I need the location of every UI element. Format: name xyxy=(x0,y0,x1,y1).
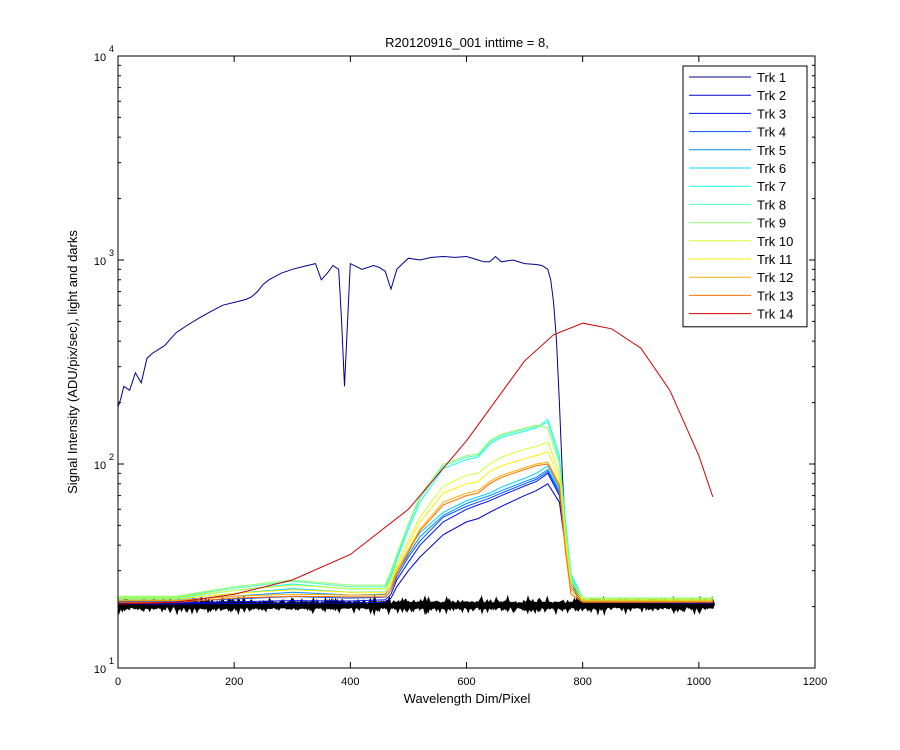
series-line-11 xyxy=(118,450,713,601)
legend-label: Trk 12 xyxy=(757,270,793,285)
legend-label: Trk 11 xyxy=(757,252,792,267)
legend-label: Trk 1 xyxy=(757,70,786,85)
legend-label: Trk 2 xyxy=(757,88,786,103)
y-tick-label-exponent: 2 xyxy=(109,452,114,462)
plot-area xyxy=(118,255,716,617)
y-axis-label: Signal Intensity (ADU/pix/sec), light an… xyxy=(65,230,80,494)
x-tick-label: 1200 xyxy=(803,676,827,688)
y-tick-label-base: 10 xyxy=(94,460,106,472)
legend-label: Trk 10 xyxy=(757,234,793,249)
x-tick-label: 200 xyxy=(225,676,243,688)
x-tick-label: 400 xyxy=(341,676,359,688)
legend-label: Trk 13 xyxy=(757,288,793,303)
darks-band xyxy=(118,594,716,617)
y-tick-label-base: 10 xyxy=(94,52,106,64)
x-axis-label: Wavelength Dim/Pixel xyxy=(404,691,531,706)
x-tick-label: 600 xyxy=(457,676,475,688)
series-line-9 xyxy=(118,424,713,599)
legend-label: Trk 7 xyxy=(757,179,786,194)
legend-label: Trk 4 xyxy=(757,125,786,140)
y-tick-label-base: 10 xyxy=(94,664,106,676)
series-line-13 xyxy=(118,463,713,603)
chart-title: R20120916_001 inttime = 8, xyxy=(385,35,549,50)
series-line-1 xyxy=(118,255,713,603)
series-line-14 xyxy=(118,322,714,605)
y-tick-label-exponent: 1 xyxy=(109,656,114,666)
x-tick-label: 0 xyxy=(115,676,121,688)
legend-label: Trk 9 xyxy=(757,216,786,231)
series-line-12 xyxy=(118,461,713,602)
legend-label: Trk 3 xyxy=(757,106,786,121)
legend: Trk 1 Trk 2 Trk 3 Trk 4 Trk 5 Trk 6 Trk 7 Trk 8… xyxy=(682,65,808,328)
x-tick-label: 800 xyxy=(573,676,591,688)
x-tick-label: 1000 xyxy=(687,676,711,688)
legend-label: Trk 8 xyxy=(757,197,786,212)
series-line-10 xyxy=(118,441,713,600)
legend-label: Trk 14 xyxy=(757,307,793,322)
y-tick-label-base: 10 xyxy=(94,256,106,268)
series-group xyxy=(118,255,716,617)
y-tick-label-exponent: 3 xyxy=(109,248,114,258)
legend-label: Trk 6 xyxy=(757,161,786,176)
y-tick-label-exponent: 4 xyxy=(109,44,114,54)
legend-label: Trk 5 xyxy=(757,143,786,158)
legend-box xyxy=(682,65,808,328)
